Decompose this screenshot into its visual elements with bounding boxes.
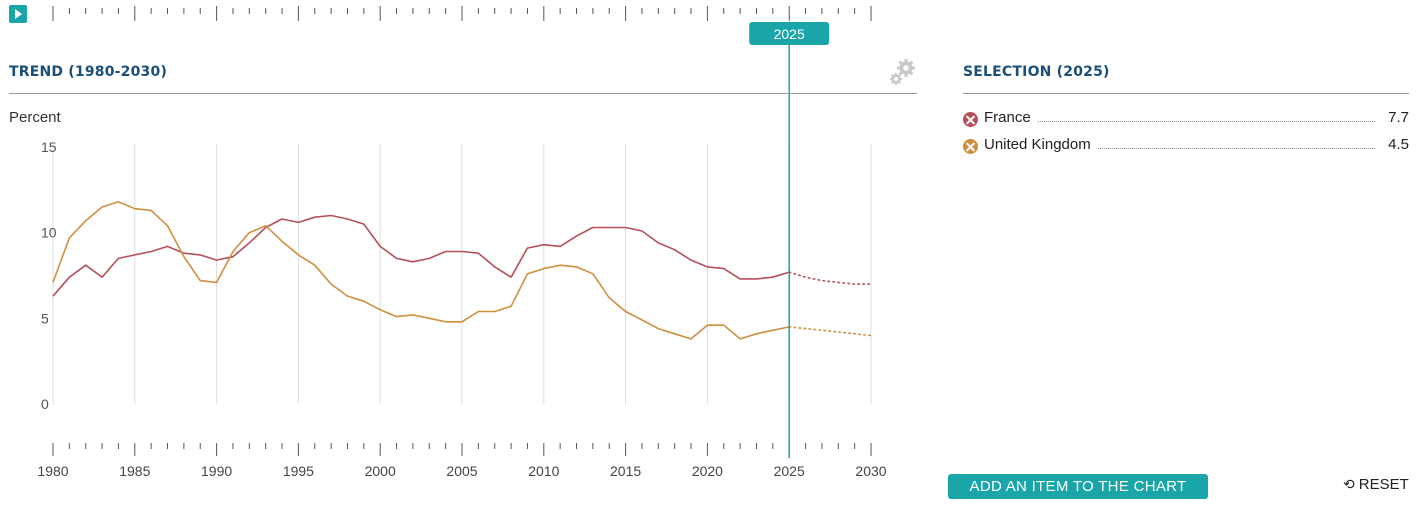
selection-item-name: France bbox=[984, 109, 1037, 126]
x-tick-label: 2000 bbox=[365, 463, 396, 479]
selection-item-france: France 7.7 bbox=[963, 109, 1409, 131]
add-item-button[interactable]: ADD AN ITEM TO THE CHART bbox=[948, 474, 1208, 499]
selection-title: SELECTION (2025) bbox=[963, 64, 1110, 80]
remove-united-kingdom-icon[interactable] bbox=[963, 139, 978, 154]
play-icon bbox=[15, 9, 22, 19]
x-tick-label: 2020 bbox=[692, 463, 723, 479]
trend-title: TREND (1980-2030) bbox=[9, 64, 168, 80]
play-button[interactable] bbox=[9, 5, 27, 23]
x-tick-label: 1990 bbox=[201, 463, 232, 479]
year-cursor-badge bbox=[749, 22, 830, 45]
selection-divider bbox=[963, 93, 1409, 94]
leader-dots bbox=[984, 148, 1375, 149]
remove-france-icon[interactable] bbox=[963, 112, 978, 127]
series-projection-united-kingdom bbox=[788, 326, 872, 337]
selection-item-united-kingdom: United Kingdom 4.5 bbox=[963, 136, 1409, 158]
x-tick-label: 2015 bbox=[610, 463, 641, 479]
x-tick-label: 1985 bbox=[119, 463, 150, 479]
x-tick-label: 1995 bbox=[283, 463, 314, 479]
y-tick-label: 10 bbox=[41, 225, 57, 241]
trend-divider bbox=[9, 93, 917, 94]
reset-label: RESET bbox=[1358, 476, 1409, 493]
year-cursor-label: 2025 bbox=[774, 26, 805, 42]
x-tick-label: 2030 bbox=[855, 463, 886, 479]
gears-icon[interactable] bbox=[888, 58, 918, 88]
history-icon: ⟲ bbox=[1343, 477, 1355, 493]
selection-item-name: United Kingdom bbox=[984, 136, 1097, 153]
reset-button[interactable]: ⟲ RESET bbox=[1343, 476, 1409, 493]
leader-dots bbox=[984, 121, 1375, 122]
y-axis-unit-label: Percent bbox=[9, 109, 61, 126]
series-line-united-kingdom bbox=[52, 201, 790, 340]
series-line-france bbox=[52, 214, 790, 297]
selection-item-value: 7.7 bbox=[1382, 109, 1409, 126]
y-tick-label: 15 bbox=[41, 139, 57, 155]
x-tick-label: 2025 bbox=[774, 463, 805, 479]
x-tick-label: 1980 bbox=[37, 463, 68, 479]
y-tick-label: 0 bbox=[41, 396, 49, 412]
y-tick-label: 5 bbox=[41, 310, 49, 326]
x-tick-label: 2005 bbox=[446, 463, 477, 479]
selection-item-value: 4.5 bbox=[1382, 136, 1409, 153]
year-cursor-handle[interactable]: 2025 bbox=[749, 22, 830, 45]
x-tick-label: 2010 bbox=[528, 463, 559, 479]
series-projection-france bbox=[788, 271, 872, 285]
